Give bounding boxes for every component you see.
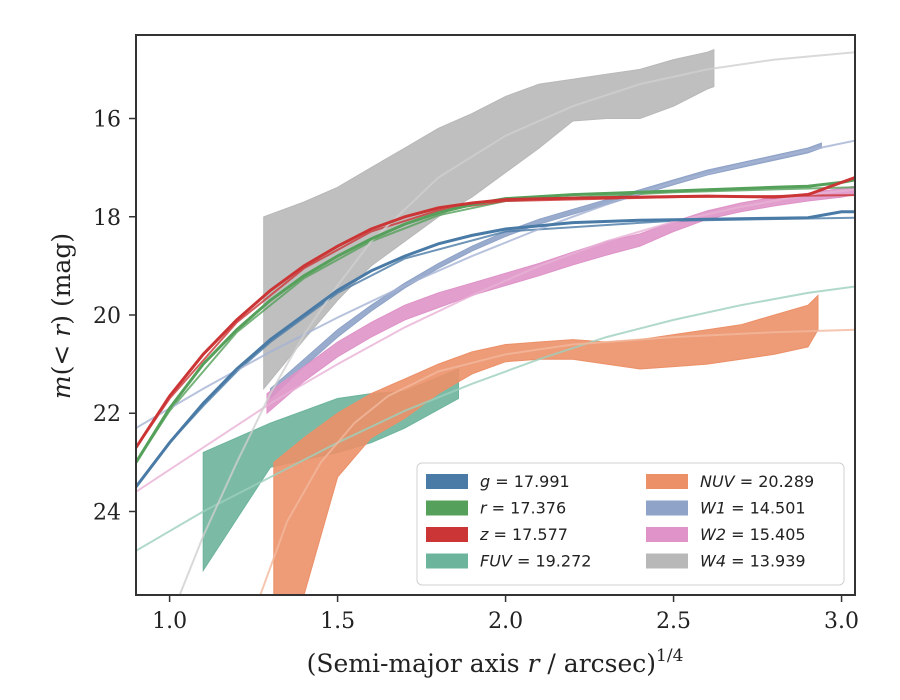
line-z (136, 176, 855, 449)
legend-label-z: z = 17.577 (479, 525, 568, 544)
x-axis-title-exponent: 1/4 (656, 646, 683, 666)
x-axis-title-var: r (528, 649, 542, 678)
model-curves (136, 51, 855, 595)
x-axis-title: (Semi-major axis r / arcsec)1/4 (307, 646, 684, 678)
y-axis: 16 18 20 22 24 (93, 108, 136, 525)
x-tick-label: 1.5 (320, 609, 355, 634)
legend-label-g: g = 17.991 (480, 472, 570, 491)
legend-label-w1: W1 = 14.501 (700, 499, 806, 518)
x-tick-label: 2.5 (656, 609, 691, 634)
y-tick-label: 22 (93, 402, 121, 427)
model-curve-w2 (136, 188, 855, 493)
y-axis-title-unit: ) (mag) (47, 233, 76, 325)
data-bands (202, 48, 855, 595)
x-tick-label: 3.0 (824, 609, 859, 634)
model-curve-fuv (136, 285, 855, 552)
y-tick-label: 20 (93, 304, 121, 329)
x-tick-label: 2.0 (488, 609, 523, 634)
y-axis-title-r: r (47, 323, 76, 337)
model-curve-nuv (259, 328, 855, 595)
x-axis: 1.0 1.5 2.0 2.5 3.0 (152, 595, 859, 634)
y-tick-label: 18 (93, 206, 121, 231)
model-curve-z (136, 194, 855, 449)
y-axis-title-m: m (47, 375, 76, 399)
legend-label-fuv: FUV = 19.272 (480, 552, 591, 571)
legend-label-r: r = 17.376 (480, 499, 566, 518)
line-g (136, 210, 855, 488)
y-axis-title-mid: (< (47, 337, 76, 376)
y-axis-title: m(< r) (mag) (47, 233, 76, 399)
band-w2 (266, 185, 855, 415)
legend-swatch-g (426, 474, 468, 489)
legend-label-w2: W2 = 15.405 (700, 525, 806, 544)
legend-label-w4: W4 = 13.939 (700, 552, 806, 571)
legend-box (416, 462, 845, 586)
legend: g = 17.991 r = 17.376 z = 17.577 FUV = 19.2… (416, 462, 845, 586)
band-nuv (273, 294, 819, 595)
legend-swatch-w1 (646, 500, 688, 516)
legend-swatch-r (426, 500, 468, 516)
legend-swatch-z (426, 527, 468, 542)
legend-swatch-w4 (646, 553, 688, 569)
y-tick-label: 24 (93, 500, 121, 525)
x-axis-title-tail: / arcsec) (539, 649, 656, 678)
legend-swatch-fuv (426, 553, 468, 569)
x-axis-title-main: (Semi-major axis (307, 649, 528, 678)
legend-label-nuv: NUV = 20.289 (700, 472, 814, 491)
x-tick-label: 1.0 (152, 609, 187, 634)
model-curve-w1 (136, 139, 855, 429)
plot-area (136, 48, 855, 595)
band-w4 (263, 48, 715, 391)
legend-swatch-w2 (646, 527, 688, 542)
legend-swatch-nuv (646, 474, 688, 489)
model-curve-w4 (178, 51, 855, 595)
data-lines (136, 176, 855, 488)
y-tick-label: 16 (93, 108, 121, 133)
line-r (136, 178, 855, 464)
